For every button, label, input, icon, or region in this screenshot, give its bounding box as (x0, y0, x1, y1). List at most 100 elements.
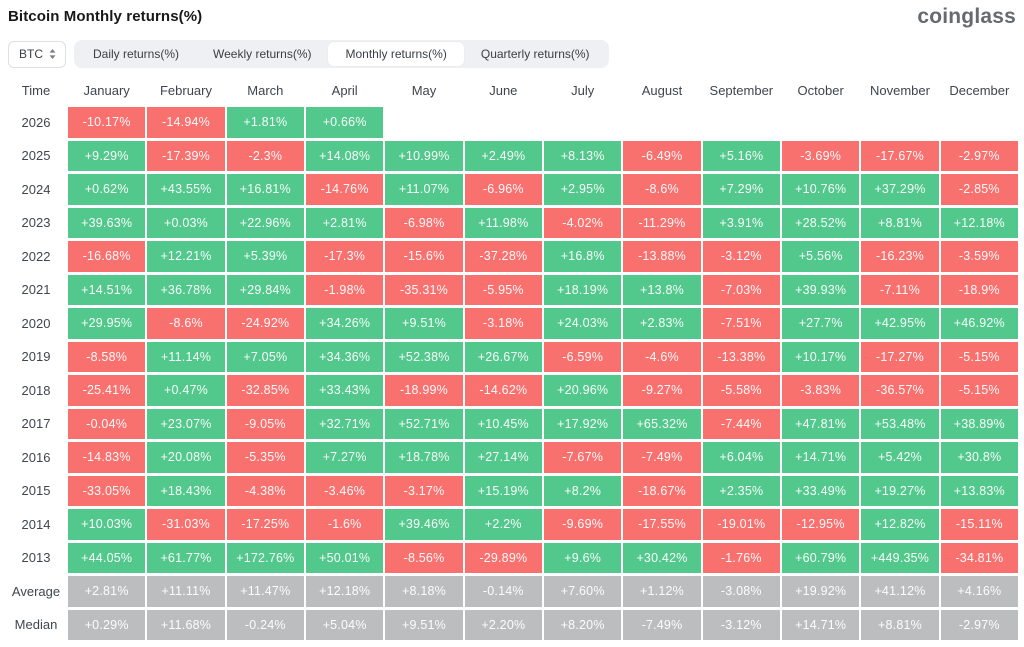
tab-daily-returns[interactable]: Daily returns(%) (76, 42, 196, 66)
return-cell (464, 107, 542, 138)
return-cell: -6.96% (464, 174, 542, 205)
return-cell: +16.81% (226, 174, 304, 205)
column-header-july: July (544, 78, 622, 102)
return-cell: +7.27% (306, 442, 384, 473)
row-label-2021: 2021 (6, 274, 66, 305)
row-label-2014: 2014 (6, 509, 66, 540)
return-cell: -8.6% (623, 174, 701, 205)
return-cell: -5.15% (940, 341, 1018, 372)
return-cell: +8.81% (861, 609, 939, 640)
return-cell: +65.32% (623, 408, 701, 439)
return-cell: -37.28% (464, 241, 542, 272)
column-header-september: September (702, 78, 780, 102)
return-cell: +7.05% (226, 341, 304, 372)
return-cell: +449.35% (861, 542, 939, 573)
row-label-2015: 2015 (6, 475, 66, 506)
return-cell: +44.05% (68, 542, 146, 573)
return-cell: +0.47% (147, 375, 225, 406)
return-cell: +11.68% (147, 609, 225, 640)
row-label-2020: 2020 (6, 308, 66, 339)
return-cell: +8.18% (385, 576, 463, 607)
tab-quarterly-returns[interactable]: Quarterly returns(%) (464, 42, 607, 66)
column-header-february: February (147, 78, 225, 102)
return-cell: +20.96% (544, 375, 622, 406)
return-cell: -16.23% (861, 241, 939, 272)
return-cell: +27.14% (464, 442, 542, 473)
return-cell (782, 107, 860, 138)
return-cell: +2.95% (544, 174, 622, 205)
return-cell: +18.19% (544, 274, 622, 305)
return-cell: +10.17% (782, 341, 860, 372)
row-label-average: Average (6, 576, 66, 607)
return-cell: +8.13% (544, 140, 622, 171)
return-cell: +24.03% (544, 308, 622, 339)
return-cell: +2.20% (464, 609, 542, 640)
return-cell: +0.03% (147, 207, 225, 238)
return-cell: -9.27% (623, 375, 701, 406)
return-cell: +11.98% (464, 207, 542, 238)
return-cell: -1.76% (702, 542, 780, 573)
return-cell (940, 107, 1018, 138)
return-cell: +28.52% (782, 207, 860, 238)
return-cell: +18.43% (147, 475, 225, 506)
return-cell: +2.2% (464, 509, 542, 540)
return-cell: +53.48% (861, 408, 939, 439)
return-cell (702, 107, 780, 138)
return-cell: -15.6% (385, 241, 463, 272)
row-label-2013: 2013 (6, 542, 66, 573)
return-cell: -3.59% (940, 241, 1018, 272)
return-cell: -5.35% (226, 442, 304, 473)
column-header-december: December (940, 78, 1018, 102)
return-cell: +15.19% (464, 475, 542, 506)
return-cell: +14.71% (782, 609, 860, 640)
return-cell: -2.97% (940, 140, 1018, 171)
return-cell: +22.96% (226, 207, 304, 238)
tab-monthly-returns[interactable]: Monthly returns(%) (328, 42, 464, 66)
return-cell (385, 107, 463, 138)
return-cell: +43.55% (147, 174, 225, 205)
return-cell: +7.60% (544, 576, 622, 607)
return-cell: +19.27% (861, 475, 939, 506)
return-cell: -4.38% (226, 475, 304, 506)
return-cell: -12.95% (782, 509, 860, 540)
return-cell: +10.99% (385, 140, 463, 171)
return-cell: +5.56% (782, 241, 860, 272)
return-cell: -7.44% (702, 408, 780, 439)
return-cell: -5.15% (940, 375, 1018, 406)
return-cell: -33.05% (68, 475, 146, 506)
return-cell: -17.55% (623, 509, 701, 540)
return-cell: +14.51% (68, 274, 146, 305)
return-cell: +12.21% (147, 241, 225, 272)
return-cell: -2.85% (940, 174, 1018, 205)
return-cell: +18.78% (385, 442, 463, 473)
return-cell: +7.29% (702, 174, 780, 205)
return-cell: +39.63% (68, 207, 146, 238)
return-cell: -0.14% (464, 576, 542, 607)
tab-weekly-returns[interactable]: Weekly returns(%) (196, 42, 328, 66)
return-cell: -6.59% (544, 341, 622, 372)
return-cell: +11.47% (226, 576, 304, 607)
return-cell: -4.02% (544, 207, 622, 238)
return-cell: +33.49% (782, 475, 860, 506)
return-cell: -8.56% (385, 542, 463, 573)
return-cell: -29.89% (464, 542, 542, 573)
return-cell: -4.6% (623, 341, 701, 372)
return-cell: -1.98% (306, 274, 384, 305)
returns-grid: Time January February March April May June July… (6, 78, 1018, 640)
return-cell: -3.12% (702, 609, 780, 640)
return-cell: -8.58% (68, 341, 146, 372)
row-label-median: Median (6, 609, 66, 640)
return-cell: +41.12% (861, 576, 939, 607)
return-cell: +30.42% (623, 542, 701, 573)
return-cell: +33.43% (306, 375, 384, 406)
return-cell: +61.77% (147, 542, 225, 573)
return-cell: +5.04% (306, 609, 384, 640)
return-cell: -1.6% (306, 509, 384, 540)
return-cell: -24.92% (226, 308, 304, 339)
return-cell: -7.51% (702, 308, 780, 339)
controls-bar: BTC Daily returns(%) Weekly returns(%) Mon… (6, 40, 1018, 68)
return-cell: +37.29% (861, 174, 939, 205)
return-cell: -34.81% (940, 542, 1018, 573)
coin-selector[interactable]: BTC (8, 40, 66, 68)
